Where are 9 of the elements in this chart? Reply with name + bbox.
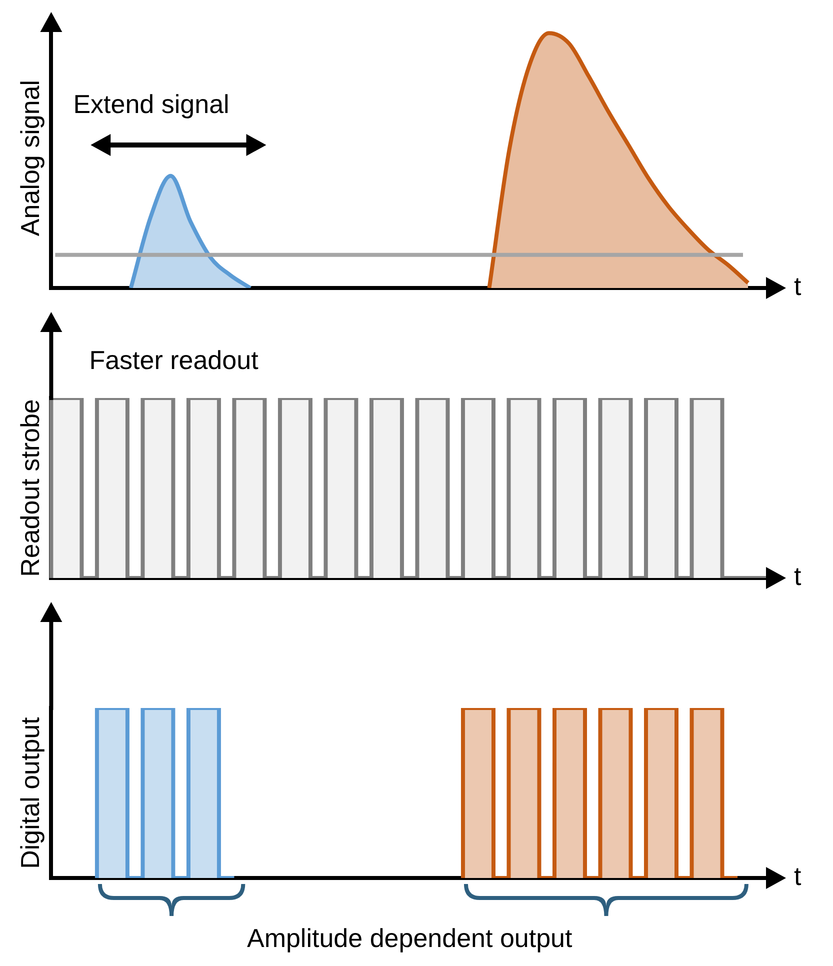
y-axis-title: Readout strobe: [14, 399, 45, 577]
x-axis-title: t: [794, 561, 802, 592]
y-axis-title: Analog signal: [14, 80, 45, 236]
text: Faster readout: [89, 345, 260, 376]
x-axis-title: t: [794, 861, 802, 892]
text: Amplitude dependent output: [246, 923, 573, 954]
y-axis-title: Digital output: [14, 716, 45, 869]
x-axis-title: t: [794, 271, 802, 302]
annotation: Extend signal: [73, 89, 230, 120]
